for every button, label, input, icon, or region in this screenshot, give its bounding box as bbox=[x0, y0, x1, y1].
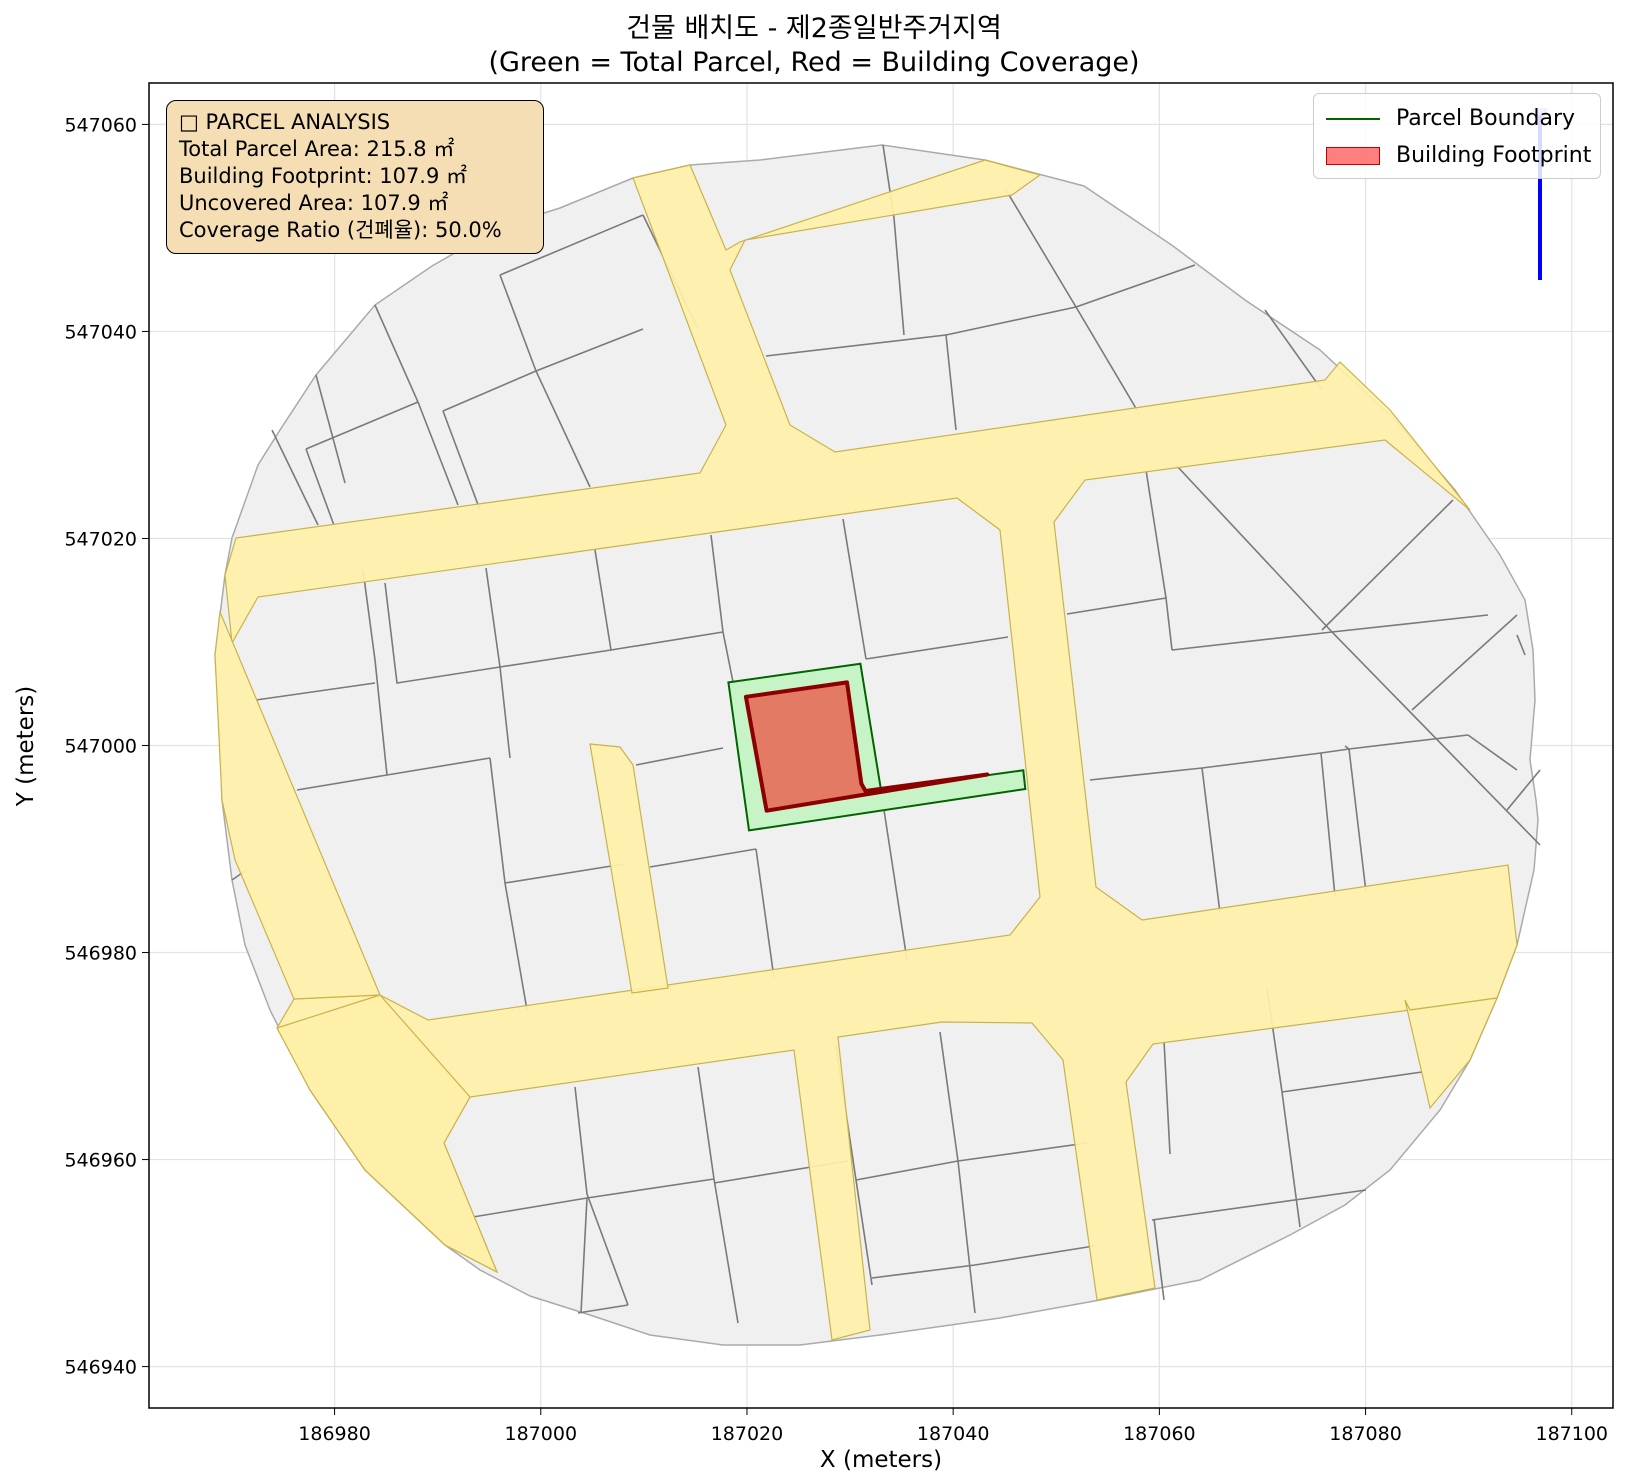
legend-item-parcel: Parcel Boundary bbox=[1326, 106, 1575, 131]
parcel-lines bbox=[231, 144, 1541, 1324]
y-tick-label: 546960 bbox=[64, 1150, 137, 1172]
x-tick-label: 186980 bbox=[298, 1423, 371, 1445]
figure-title-line1: 건물 배치도 - 제2종일반주거지역 bbox=[626, 13, 1002, 44]
x-tick-label: 187000 bbox=[505, 1423, 578, 1445]
x-tick-label: 187060 bbox=[1123, 1423, 1196, 1445]
legend-label-parcel: Parcel Boundary bbox=[1396, 106, 1576, 131]
parcel-analysis-box: □ PARCEL ANALYSIS Total Parcel Area: 215… bbox=[166, 100, 544, 254]
legend: Parcel Boundary Building Footprint bbox=[1313, 93, 1601, 179]
x-axis: 186980 187000 187020 187040 187060 187080 1871… bbox=[298, 1408, 1608, 1445]
building-footprint-area: Building Footprint: 107.9 ㎡ bbox=[179, 164, 468, 188]
x-tick-label: 187020 bbox=[711, 1423, 784, 1445]
coverage-ratio: Coverage Ratio (건폐율): 50.0% bbox=[179, 218, 502, 242]
x-axis-label: X (meters) bbox=[820, 1447, 942, 1473]
y-tick-label: 546940 bbox=[64, 1357, 137, 1379]
building-patch-swatch bbox=[1326, 146, 1380, 165]
figure-title-line2: (Green = Total Parcel, Red = Building Co… bbox=[488, 47, 1139, 78]
road-south-west bbox=[276, 994, 499, 1274]
x-tick-label: 187100 bbox=[1535, 1423, 1608, 1445]
parcel-line-swatch bbox=[1326, 117, 1380, 120]
y-tick-label: 547040 bbox=[64, 321, 137, 343]
y-tick-label: 547000 bbox=[64, 736, 137, 758]
building-footprint bbox=[743, 680, 990, 813]
x-tick-label: 187080 bbox=[1329, 1423, 1402, 1445]
y-axis: 546940 546960 546980 547000 547020 547040 5470… bbox=[64, 114, 149, 1379]
y-tick-label: 547020 bbox=[64, 528, 137, 550]
uncovered-area: Uncovered Area: 107.9 ㎡ bbox=[179, 191, 449, 215]
building-footprint-shape bbox=[743, 680, 990, 813]
x-tick-label: 187040 bbox=[917, 1423, 990, 1445]
legend-item-building: Building Footprint bbox=[1326, 143, 1591, 168]
analysis-header: □ PARCEL ANALYSIS bbox=[179, 110, 391, 134]
roads bbox=[214, 159, 1518, 1341]
y-axis-label: Y (meters) bbox=[13, 686, 39, 807]
road-south-east bbox=[1404, 997, 1498, 1110]
road-middle-short bbox=[589, 743, 669, 994]
y-tick-label: 547060 bbox=[64, 114, 137, 136]
legend-label-building: Building Footprint bbox=[1396, 143, 1592, 168]
total-parcel-area: Total Parcel Area: 215.8 ㎡ bbox=[179, 137, 455, 161]
y-tick-label: 546980 bbox=[64, 943, 137, 965]
